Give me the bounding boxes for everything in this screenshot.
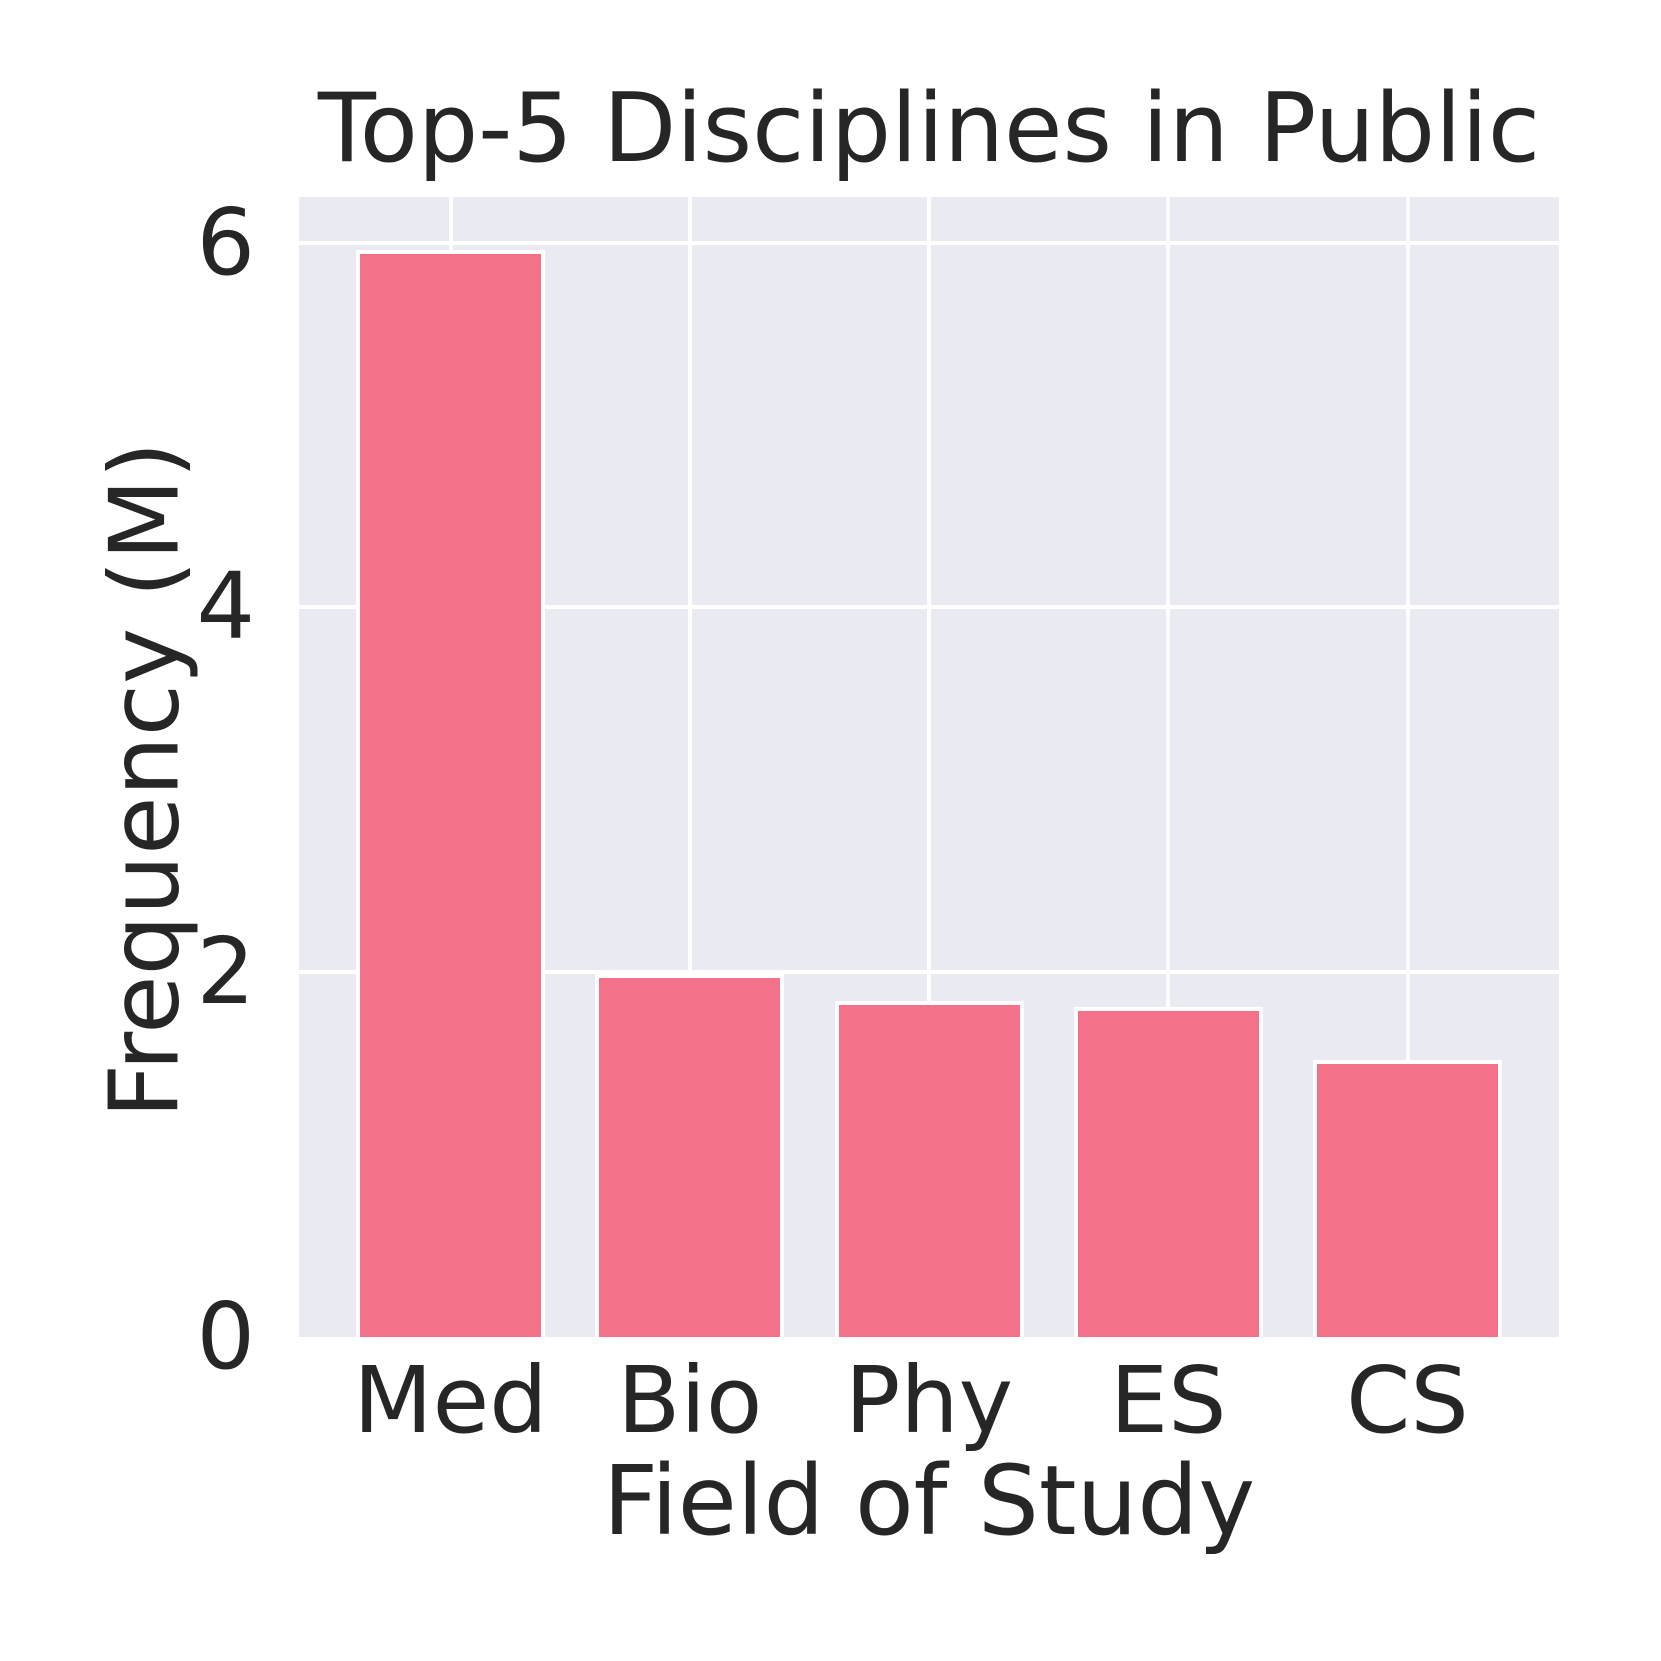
gridline-vertical	[687, 197, 692, 1337]
chart-title: Top-5 Disciplines in Public	[317, 74, 1541, 184]
bar-bio	[595, 974, 785, 1337]
y-tick-label: 6	[196, 188, 255, 296]
x-tick-label-bio: Bio	[617, 1347, 763, 1454]
x-tick-label-phy: Phy	[844, 1347, 1014, 1454]
bar-med	[356, 249, 545, 1337]
x-tick-label-cs: CS	[1346, 1347, 1469, 1454]
y-tick-label: 0	[196, 1283, 255, 1390]
bar-es	[1073, 1006, 1263, 1337]
gridline-vertical	[927, 197, 931, 1337]
y-tick-label: 2	[196, 918, 255, 1026]
bar-phy	[834, 1001, 1024, 1337]
gridline-vertical	[1166, 197, 1171, 1337]
plot-area	[299, 197, 1559, 1337]
x-axis-label: Field of Study	[602, 1445, 1256, 1557]
y-tick-label: 4	[196, 553, 255, 661]
gridline-vertical	[1405, 197, 1410, 1337]
x-tick-label-med: Med	[353, 1347, 548, 1454]
x-tick-label-es: ES	[1109, 1347, 1227, 1454]
bar-cs	[1313, 1059, 1502, 1337]
